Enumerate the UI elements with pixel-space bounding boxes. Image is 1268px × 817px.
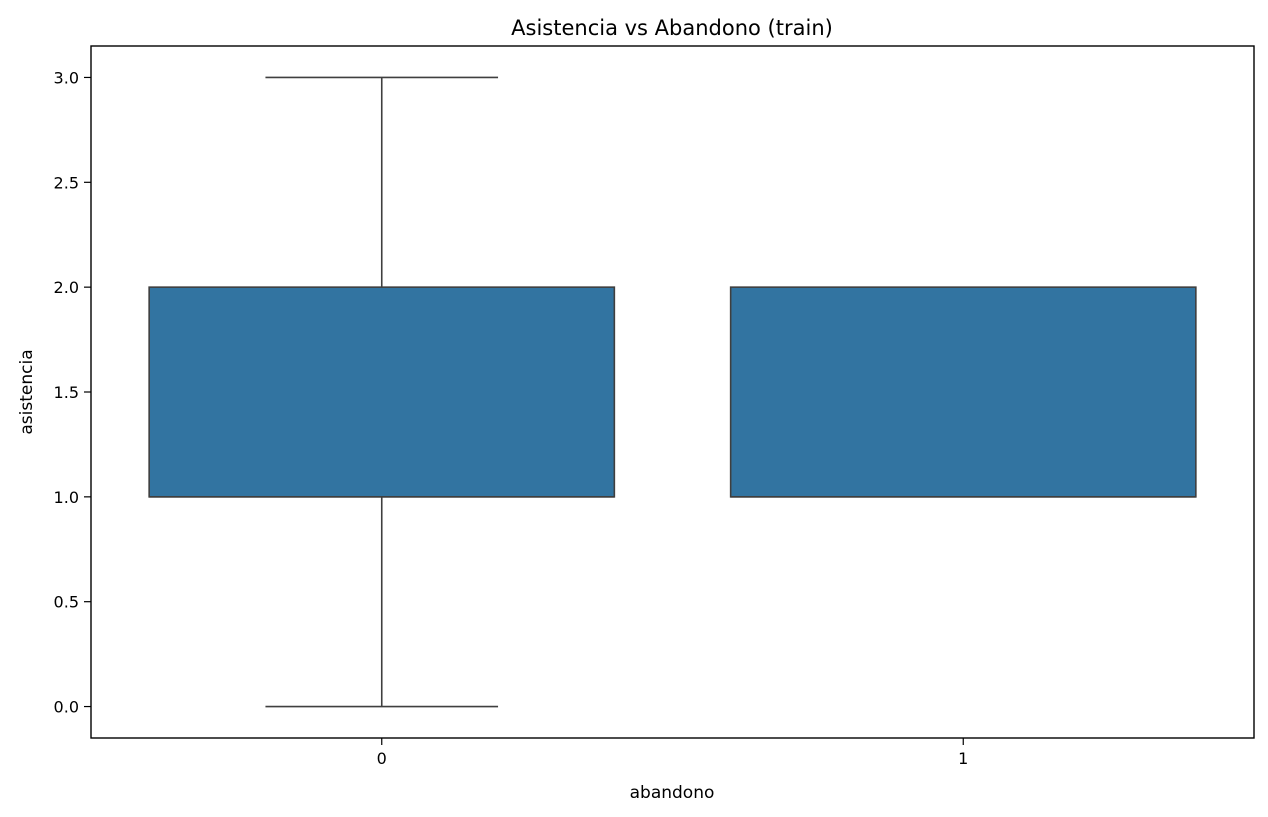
x-axis-label: abandono: [630, 783, 715, 803]
x-tick-label: 1: [958, 749, 968, 768]
y-tick-label: 2.5: [54, 173, 79, 192]
box-group-0: [148, 76, 616, 708]
axes-frame: [90, 45, 1255, 739]
y-tick-label: 2.0: [54, 278, 79, 297]
x-tick-label: 0: [377, 749, 387, 768]
y-tick-label: 0.5: [54, 593, 79, 612]
chart-title: Asistencia vs Abandono (train): [511, 16, 833, 40]
box-iqr: [729, 286, 1197, 498]
box-group-1: [729, 286, 1197, 498]
box-layer: [148, 76, 1197, 708]
y-axis: 0.0 0.5 1.0 1.5 2.0 2.5 3.0: [54, 68, 91, 717]
y-tick-label: 3.0: [54, 68, 79, 87]
y-axis-label: asistencia: [17, 349, 37, 434]
y-tick-label: 1.0: [54, 488, 79, 507]
y-tick-label: 0.0: [54, 698, 79, 717]
box-iqr: [148, 286, 616, 498]
y-tick-label: 1.5: [54, 383, 79, 402]
